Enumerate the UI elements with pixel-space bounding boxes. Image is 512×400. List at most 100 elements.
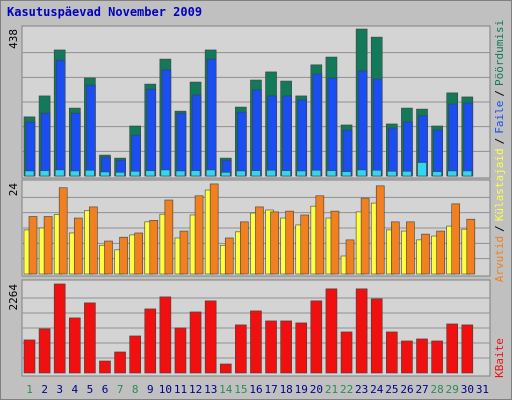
bar — [403, 121, 413, 177]
bar — [421, 233, 430, 275]
bar — [417, 162, 427, 177]
bar — [282, 95, 292, 177]
legend-separator: / — [493, 90, 506, 97]
bar — [327, 77, 338, 177]
x-tick-label: 3 — [56, 383, 63, 396]
bar — [55, 59, 66, 177]
x-tick-label: 2 — [41, 383, 48, 396]
x-tick-label: 9 — [147, 383, 154, 396]
bar — [235, 324, 247, 374]
bar — [341, 171, 352, 177]
bar — [146, 88, 157, 177]
legend-separator: / — [493, 138, 506, 145]
bar — [190, 170, 201, 177]
x-tick-label: 31 — [476, 383, 489, 396]
legend-item: Arvutid — [493, 236, 506, 282]
bar — [340, 331, 353, 374]
x-tick-label: 6 — [102, 383, 109, 396]
bar — [84, 302, 96, 374]
bar — [386, 331, 398, 374]
bar — [310, 300, 323, 374]
bar — [53, 283, 66, 374]
bar — [164, 199, 174, 275]
bar — [86, 84, 96, 177]
bar — [326, 170, 337, 177]
x-tick-label: 21 — [325, 383, 338, 396]
x-tick-label: 15 — [234, 383, 247, 396]
x-tick-label: 17 — [264, 383, 277, 396]
bar — [204, 300, 217, 374]
x-tick-label: 5 — [87, 383, 94, 396]
bar — [463, 102, 474, 177]
bar — [401, 340, 413, 374]
bar — [270, 211, 279, 275]
bar — [416, 338, 428, 374]
chart-title: Kasutuspäevad November 2009 — [7, 5, 202, 19]
x-tick-label: 20 — [310, 383, 323, 396]
bar — [85, 169, 95, 177]
bar — [40, 112, 51, 177]
bar — [370, 298, 383, 374]
bar — [255, 206, 264, 275]
bar — [462, 170, 473, 177]
bar — [240, 221, 249, 275]
y-tick-label: 438 — [7, 29, 20, 49]
bar — [431, 340, 443, 374]
bar — [219, 363, 232, 374]
bar — [432, 171, 442, 177]
bar — [325, 288, 338, 374]
bar — [296, 170, 307, 177]
bar — [175, 170, 186, 177]
x-tick-label: 4 — [72, 383, 79, 396]
x-tick-label: 10 — [159, 383, 172, 396]
bar — [300, 214, 310, 275]
bar — [295, 322, 308, 374]
bar — [345, 239, 355, 275]
bar — [24, 170, 35, 177]
bar — [406, 221, 415, 275]
bar — [357, 70, 368, 177]
bar — [372, 78, 383, 177]
bar — [375, 185, 385, 275]
bar — [174, 327, 187, 374]
bar — [342, 129, 353, 177]
bar — [73, 217, 83, 275]
bar — [54, 169, 65, 177]
x-tick-label: 26 — [400, 383, 413, 396]
bar — [297, 99, 308, 177]
bar — [104, 240, 113, 275]
bar — [466, 218, 476, 275]
y-tick-label: 24 — [7, 183, 20, 197]
bar — [461, 324, 474, 374]
bar — [205, 169, 216, 177]
x-tick-label: 1 — [26, 383, 33, 396]
bar — [220, 171, 231, 177]
bar — [355, 288, 368, 374]
bar — [436, 230, 445, 275]
x-tick-label: 11 — [174, 383, 187, 396]
bar — [58, 187, 68, 275]
x-tick-label: 22 — [340, 383, 353, 396]
bar — [267, 95, 277, 177]
bar — [391, 221, 400, 275]
x-tick-label: 24 — [370, 383, 384, 396]
x-tick-label: 8 — [132, 383, 139, 396]
bar — [115, 171, 125, 177]
bar — [206, 58, 217, 177]
bar — [402, 170, 412, 177]
bar — [70, 112, 81, 177]
bar — [149, 220, 159, 275]
bar — [281, 170, 291, 177]
bar — [280, 320, 292, 374]
bar — [447, 170, 458, 177]
bar — [68, 317, 81, 374]
bar — [446, 323, 459, 374]
bar — [265, 320, 277, 374]
x-tick-label: 27 — [415, 383, 428, 396]
bar — [130, 170, 140, 177]
x-tick-label: 28 — [431, 383, 444, 396]
bar — [179, 230, 189, 275]
legend: KBaite — [493, 338, 506, 378]
bar — [28, 216, 38, 275]
